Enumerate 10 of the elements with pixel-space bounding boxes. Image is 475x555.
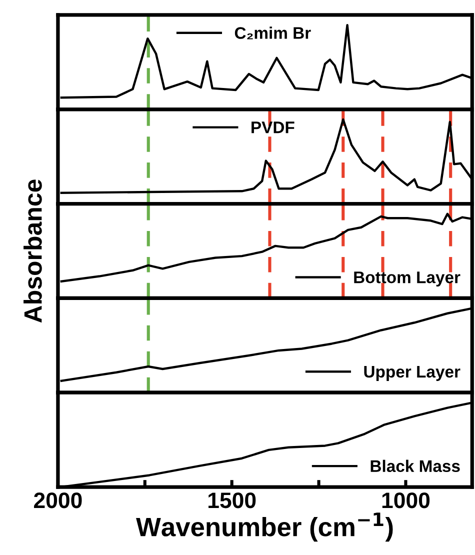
x-tick-label: 2000 [34, 492, 82, 508]
y-axis-title: Absorbance [24, 180, 42, 323]
x-tick-label: 1000 [382, 492, 430, 508]
legend-label: PVDF [252, 122, 294, 134]
legend-label: Upper Layer [364, 366, 460, 381]
legend-label: Black Mass [370, 460, 460, 472]
x-axis-title: Wavenumber (cm$^{−1}$) [136, 512, 393, 542]
x-tick-label: 1500 [208, 492, 256, 508]
legend-label: Bottom Layer [354, 272, 460, 287]
legend-label: C₂mim Br [234, 26, 311, 40]
